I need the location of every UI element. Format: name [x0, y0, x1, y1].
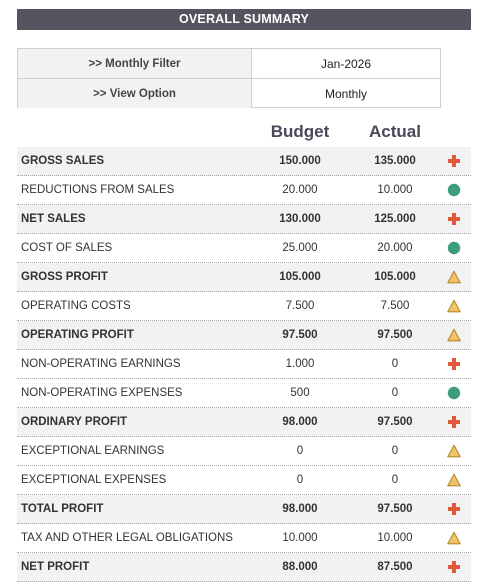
actual-value: 97.500 [377, 416, 413, 428]
row-label-gross-profit: GROSS PROFIT [21, 271, 108, 283]
budget-value: 10.000 [282, 532, 318, 544]
summary-row: COST OF SALES 25.000 20.000 [17, 234, 471, 263]
green-circle-icon [447, 241, 461, 255]
actual-value: 125.000 [374, 213, 416, 225]
row-label-net-profit: NET PROFIT [21, 561, 90, 573]
row-label-exceptional-expenses: EXCEPTIONAL EXPENSES [21, 474, 167, 486]
budget-value: 105.000 [279, 271, 321, 283]
row-label-reductions-from-sales: REDUCTIONS FROM SALES [21, 184, 175, 196]
budget-value: 0 [296, 445, 304, 457]
budget-value: 0 [296, 474, 304, 486]
summary-row: NET PROFIT 88.000 87.500 [17, 553, 471, 582]
red-cross-icon [447, 502, 461, 516]
summary-row: EXCEPTIONAL EXPENSES 0 0 [17, 466, 471, 495]
actual-value: 135.000 [374, 155, 416, 167]
row-label-operating-profit: OPERATING PROFIT [21, 329, 134, 341]
red-cross-icon [447, 212, 461, 226]
budget-value: 1.000 [285, 358, 315, 370]
row-label-gross-sales: GROSS SALES [21, 155, 105, 167]
summary-row: ORDINARY PROFIT 98.000 97.500 [17, 408, 471, 437]
budget-value: 98.000 [282, 503, 318, 515]
summary-row: GROSS SALES 150.000 135.000 [17, 147, 471, 176]
monthly-filter-label: >> Monthly Filter [18, 49, 252, 78]
yellow-triangle-icon [447, 328, 461, 342]
row-label-exceptional-earnings: EXCEPTIONAL EARNINGS [21, 445, 165, 457]
summary-row: TAX AND OTHER LEGAL OBLIGATIONS 10.000 10.… [17, 524, 471, 553]
budget-value: 150.000 [279, 155, 321, 167]
budget-value: 500 [290, 387, 310, 399]
monthly-filter-row: >> Monthly Filter Jan-2026 [18, 49, 440, 78]
summary-row: NON-OPERATING EARNINGS 1.000 0 [17, 350, 471, 379]
budget-value: 130.000 [279, 213, 321, 225]
summary-row: TOTAL PROFIT 98.000 97.500 [17, 495, 471, 524]
actual-value: 0 [391, 358, 399, 370]
summary-row: REDUCTIONS FROM SALES 20.000 10.000 [17, 176, 471, 205]
summary-row: NET SALES 130.000 125.000 [17, 205, 471, 234]
actual-value: 105.000 [374, 271, 416, 283]
actual-value: 87.500 [377, 561, 413, 573]
actual-value: 0 [391, 445, 399, 457]
actual-value: 0 [391, 474, 399, 486]
actual-column-header: Actual [369, 122, 421, 141]
yellow-triangle-icon [447, 270, 461, 284]
actual-value: 10.000 [377, 532, 413, 544]
actual-value: 0 [391, 387, 399, 399]
summary-row: GROSS PROFIT 105.000 105.000 [17, 263, 471, 292]
view-option-label: >> View Option [18, 79, 252, 108]
green-circle-icon [447, 386, 461, 400]
row-label-non-operating-expenses: NON-OPERATING EXPENSES [21, 387, 183, 399]
yellow-triangle-icon [447, 531, 461, 545]
row-label-non-operating-earnings: NON-OPERATING EARNINGS [21, 358, 181, 370]
red-cross-icon [447, 154, 461, 168]
view-option-row: >> View Option Monthly [18, 78, 440, 108]
budget-value: 98.000 [282, 416, 318, 428]
red-cross-icon [447, 357, 461, 371]
monthly-filter-value[interactable]: Jan-2026 [320, 56, 372, 71]
row-label-total-profit: TOTAL PROFIT [21, 503, 104, 515]
red-cross-icon [447, 415, 461, 429]
actual-value: 10.000 [377, 184, 413, 196]
row-label-tax-and-other-legal-obligations: TAX AND OTHER LEGAL OBLIGATIONS [21, 532, 233, 544]
summary-row: EXCEPTIONAL EARNINGS 0 0 [17, 437, 471, 466]
summary-row: OPERATING PROFIT 97.500 97.500 [17, 321, 471, 350]
row-label-cost-of-sales: COST OF SALES [21, 242, 113, 254]
green-circle-icon [447, 183, 461, 197]
budget-column-header: Budget [270, 122, 330, 141]
budget-value: 7.500 [285, 300, 315, 312]
actual-value: 97.500 [377, 329, 413, 341]
budget-value: 97.500 [282, 329, 318, 341]
filter-panel: >> Monthly Filter Jan-2026 >> View Optio… [17, 48, 441, 108]
actual-value: 97.500 [377, 503, 413, 515]
row-label-ordinary-profit: ORDINARY PROFIT [21, 416, 128, 428]
row-label-net-sales: NET SALES [21, 213, 86, 225]
yellow-triangle-icon [447, 444, 461, 458]
view-option-value[interactable]: Monthly [324, 86, 368, 101]
actual-value: 20.000 [377, 242, 413, 254]
overall-summary-title: OVERALL SUMMARY [17, 9, 471, 30]
budget-value: 25.000 [282, 242, 318, 254]
budget-value: 20.000 [282, 184, 318, 196]
row-label-operating-costs: OPERATING COSTS [21, 300, 131, 312]
summary-table: GROSS SALES 150.000 135.000 REDUCTIONS FROM… [17, 147, 471, 582]
red-cross-icon [447, 560, 461, 574]
budget-value: 88.000 [282, 561, 318, 573]
yellow-triangle-icon [447, 299, 461, 313]
actual-value: 7.500 [380, 300, 410, 312]
summary-row: OPERATING COSTS 7.500 7.500 [17, 292, 471, 321]
summary-row: NON-OPERATING EXPENSES 500 0 [17, 379, 471, 408]
yellow-triangle-icon [447, 473, 461, 487]
